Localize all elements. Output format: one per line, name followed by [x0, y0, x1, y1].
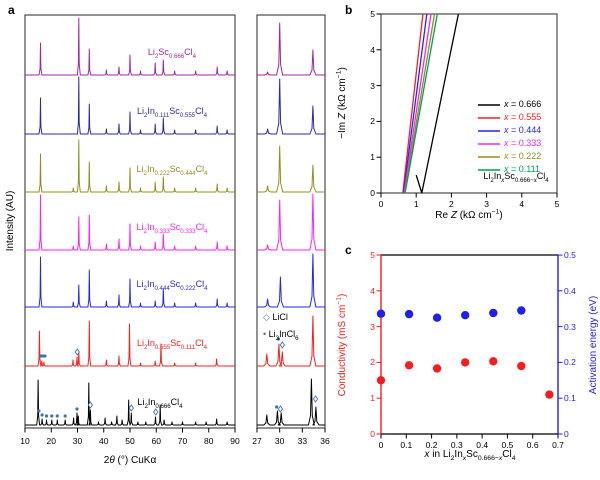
trace-label-4: Li2In0.444Sc0.222Cl4	[136, 279, 208, 292]
c-x-tick-label: 0	[378, 440, 384, 450]
c-x-tick-label: 0.3	[450, 440, 463, 450]
panel-a-label: a	[8, 3, 15, 17]
b-y-tick-label: 3	[370, 80, 375, 91]
b-y-tick-label: 4	[370, 44, 375, 55]
panel-b-label: b	[345, 3, 353, 17]
a-inset-x-tick-label: 36	[320, 436, 330, 446]
b-legend-label-4: x = 0.222	[504, 151, 542, 161]
c-x-tick-label: 0.7	[552, 440, 564, 450]
a-x-tick-label: 30	[72, 436, 83, 446]
c-right-y-tick-label: 0.2	[564, 357, 576, 368]
b-legend-label-5: x = 0.111	[504, 164, 540, 174]
a-y-axis-label: Intensity (AU)	[5, 190, 16, 252]
panel-c-label: c	[345, 243, 352, 257]
b-x-tick-label: 0	[378, 199, 384, 209]
b-y-tick-label: 5	[370, 8, 375, 19]
b-x-tick-label: 2	[449, 199, 454, 209]
b-x-tick-label: 1	[413, 199, 419, 209]
a-x-tick-label: 80	[204, 436, 214, 446]
trace-label-2: Li2In0.222Sc0.444Cl4	[136, 164, 208, 177]
c-left-y-tick-label: 1	[370, 392, 375, 403]
a-x-axis-label: 2θ (°) CuKα	[103, 455, 157, 466]
c-left-y-axis-label: Conductivity (mS cm−1)	[335, 293, 348, 397]
c-right-y-tick-label: 0.5	[564, 249, 576, 260]
c-x-tick-label: 0.6	[526, 440, 539, 450]
c-left-y-tick-label: 0	[370, 428, 375, 439]
b-x-tick-label: 5	[554, 199, 560, 209]
c-x-tick-label: 0.2	[425, 440, 438, 450]
b-legend-formula: Li2InxSc0.666−xCl4	[483, 171, 549, 184]
c-right-y-tick-label: 0.4	[564, 285, 576, 296]
b-y-axis-label: −Im Z (kΩ cm−1)	[335, 67, 348, 139]
c-x-axis-label: x in Li2InxSc0.666−xCl4	[424, 449, 516, 462]
a-x-tick-label: 70	[177, 436, 188, 446]
trace-label-3: Li2In0.333Sc0.333Cl4	[136, 222, 208, 235]
b-legend-label-0: x = 0.666	[504, 99, 542, 109]
b-legend-label-1: x = 0.555	[504, 112, 542, 122]
c-x-tick-label: 0.4	[476, 440, 489, 450]
c-right-y-tick-label: 0.3	[564, 321, 576, 332]
c-right-y-tick-label: 0.1	[564, 392, 576, 403]
c-right-y-tick-label: 0	[564, 428, 569, 439]
a-x-tick-label: 60	[151, 436, 161, 446]
a-x-tick-label: 10	[20, 436, 30, 446]
trace-label-5: Li2In0.555Sc0.111Cl4	[136, 338, 208, 351]
b-legend-label-3: x = 0.333	[504, 138, 542, 148]
c-left-y-tick-label: 4	[370, 285, 375, 296]
trace-label-6: Li2In0.666Cl4	[137, 397, 183, 410]
c-left-y-tick-label: 2	[370, 357, 375, 368]
b-x-tick-label: 3	[484, 199, 489, 209]
b-legend-label-2: x = 0.444	[504, 125, 542, 135]
a-inset-x-tick-label: 27	[252, 436, 262, 446]
c-x-tick-label: 0.5	[501, 440, 514, 450]
panel-c-conductivity-plot	[376, 254, 563, 439]
b-y-tick-label: 2	[370, 116, 375, 127]
a-x-tick-label: 20	[46, 436, 56, 446]
trace-label-1: Li2In0.111Sc0.555Cl4	[136, 106, 208, 119]
c-right-y-axis-label: Activation energy (eV)	[588, 295, 599, 395]
a-impurity-legend-dot: • Li3InCl6	[263, 329, 299, 342]
a-x-tick-label: 90	[230, 436, 240, 446]
c-left-y-tick-label: 5	[370, 249, 375, 260]
a-x-tick-label: 40	[99, 436, 109, 446]
a-impurity-legend-diamond: ◇ LiCl	[263, 312, 288, 322]
b-y-tick-label: 1	[370, 151, 375, 162]
b-y-tick-label: 0	[370, 187, 375, 198]
a-inset-x-tick-label: 33	[297, 436, 308, 446]
trace-label-0: Li2Sc0.666Cl4	[147, 47, 197, 60]
panel-a-xrd-plot	[24, 14, 326, 433]
c-x-tick-label: 0.1	[400, 440, 413, 450]
panel-b-impedance-plot	[376, 13, 558, 198]
c-left-y-tick-label: 3	[370, 321, 375, 332]
b-x-tick-label: 4	[519, 199, 525, 209]
a-inset-x-tick-label: 30	[274, 436, 285, 446]
b-x-axis-label: Re Z (kΩ cm−1)	[435, 208, 503, 221]
a-x-tick-label: 50	[125, 436, 135, 446]
